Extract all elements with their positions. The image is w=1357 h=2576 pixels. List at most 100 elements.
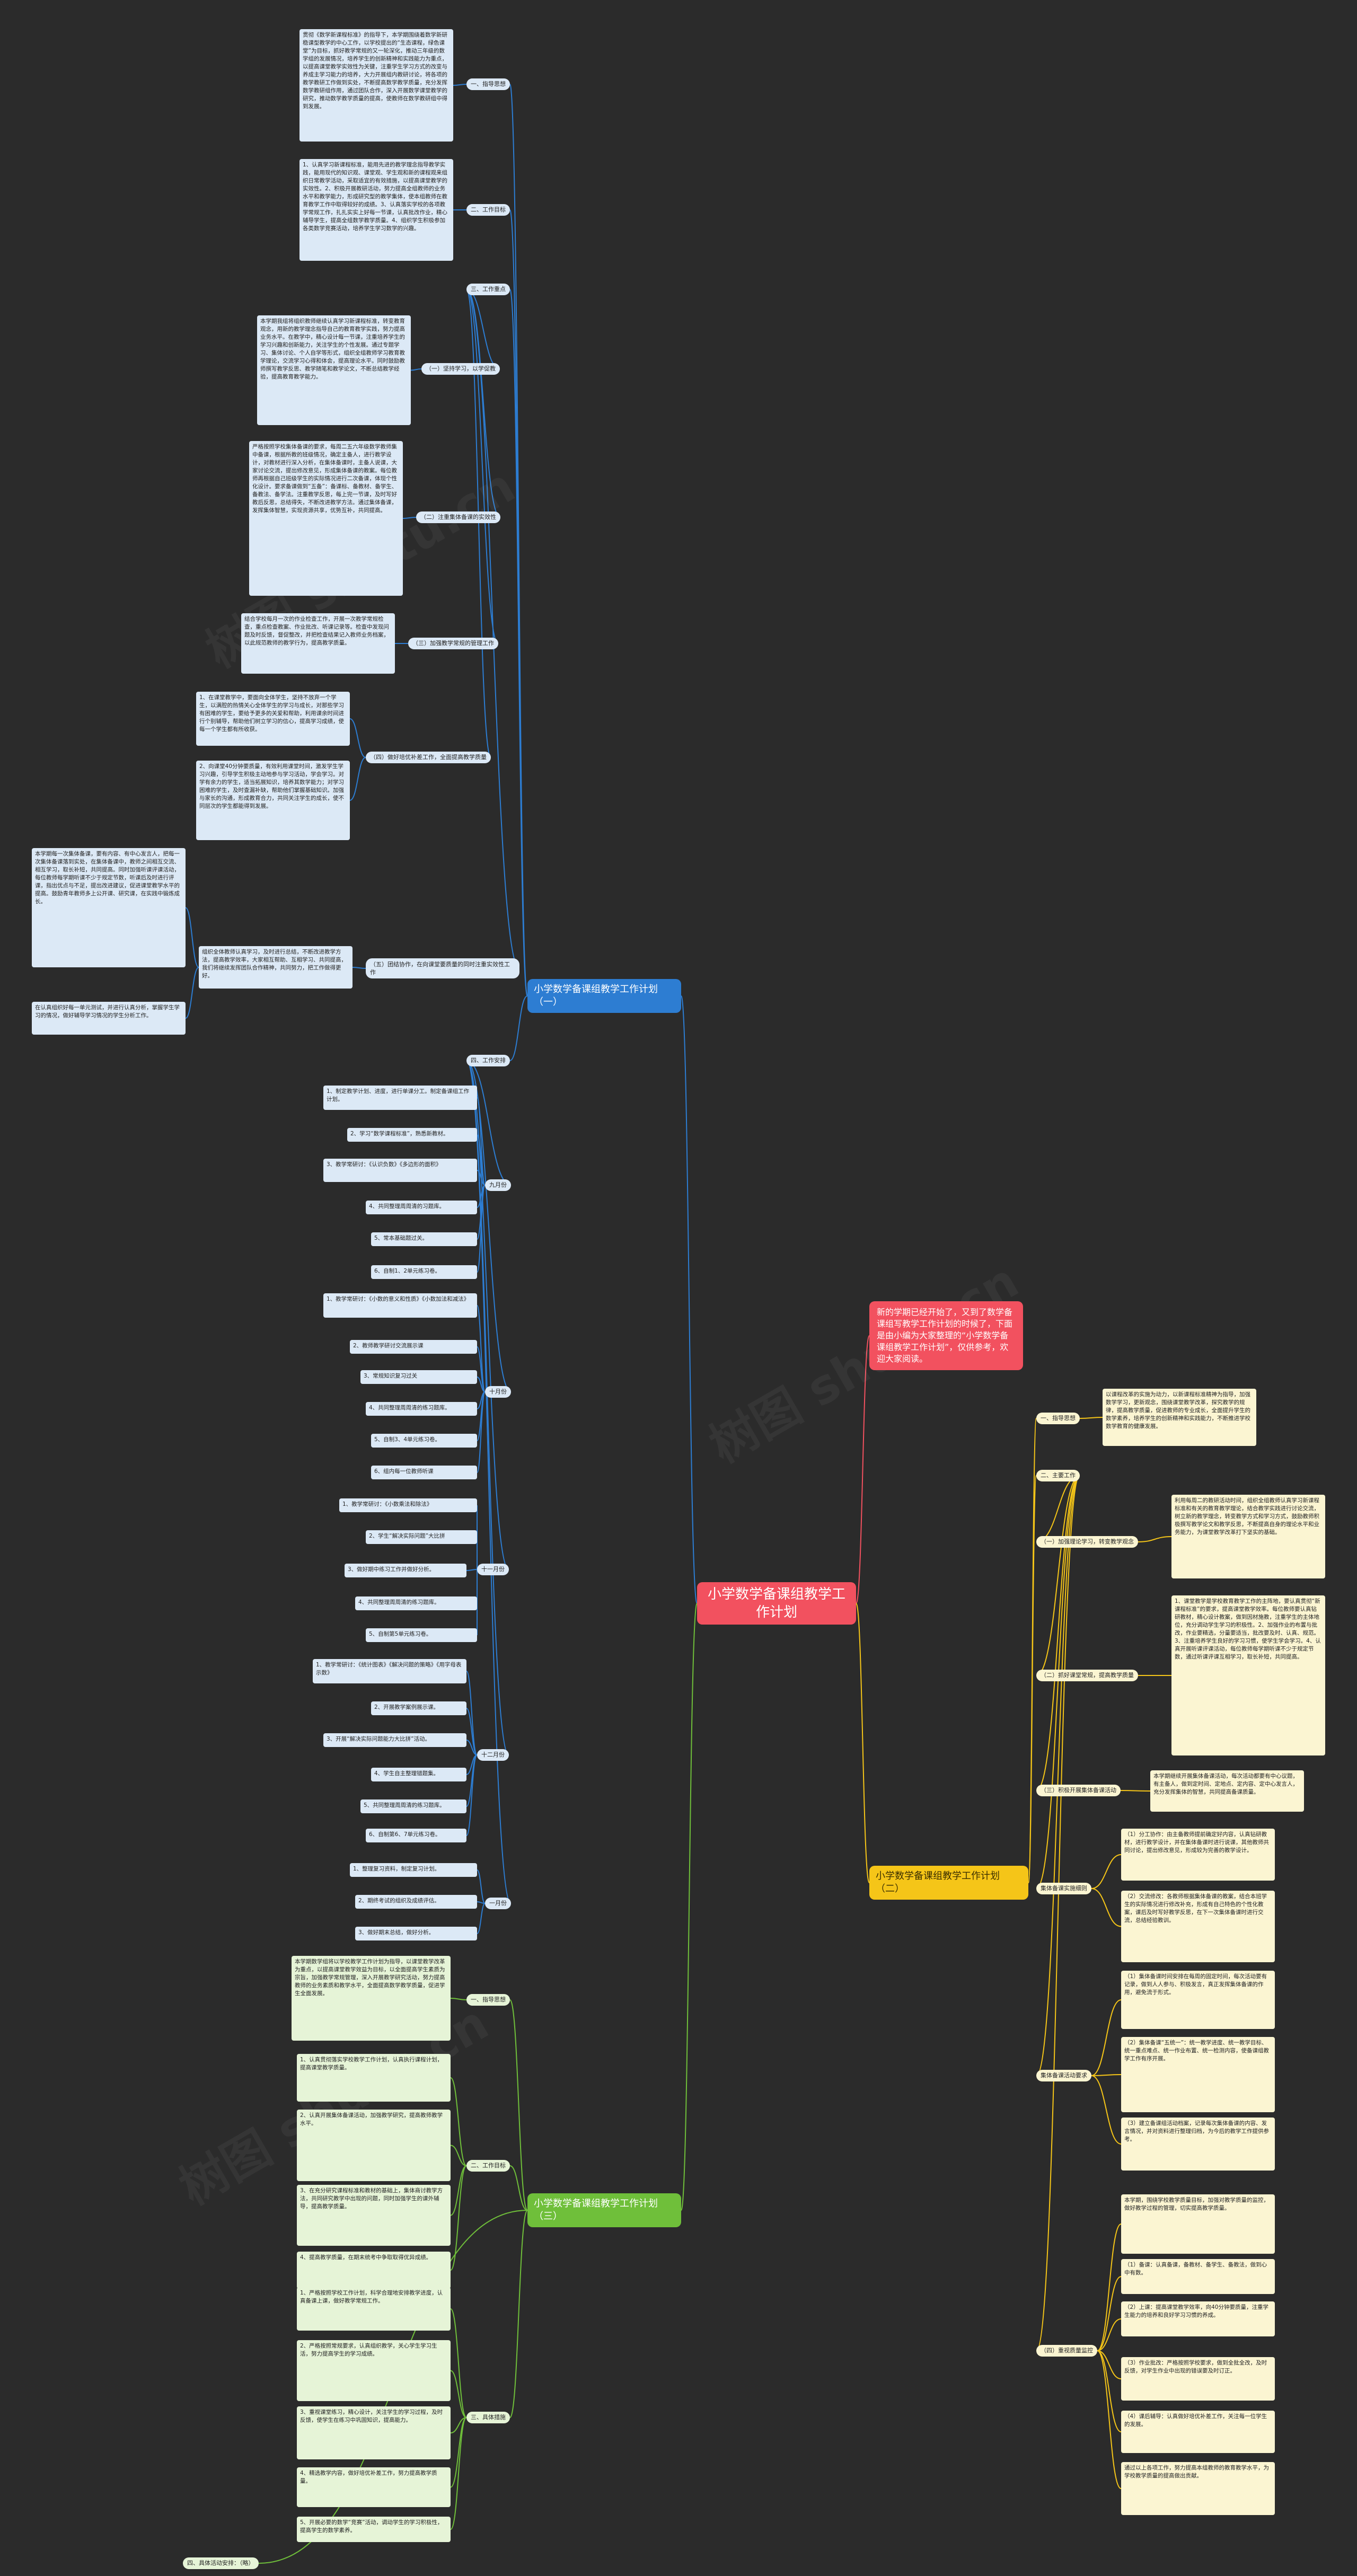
plan3-goal-item: 4、提高教学质量，在期末统考中争取取得优异成绩。 bbox=[297, 2252, 451, 2289]
plan1-month-item: 2、教师教学研讨交流展示课 bbox=[350, 1340, 477, 1354]
plan1-s5-label[interactable]: （五）团结协作，在向课堂要质量的同时注重实效性工作 bbox=[366, 958, 519, 978]
plan2-s6-text-4: （3）作业批改：严格按照学校要求，做到全批全改，及时反馈，对学生作业中出现的错误… bbox=[1121, 2357, 1275, 2401]
plan2-s2-label[interactable]: （二）抓好课堂常规，提高教学质量 bbox=[1036, 1670, 1138, 1681]
plan1-month-item: 3、做好期末总结，做好分析。 bbox=[355, 1927, 477, 1940]
plan3-schedule-label[interactable]: 四、具体活动安排：（略） bbox=[183, 2557, 259, 2569]
plan2-s4-text-1: （1）分工协作：由主备教师提前确定好内容，认真钻研教材，进行教学设计，并在集体备… bbox=[1121, 1829, 1275, 1881]
connector-line bbox=[352, 967, 366, 969]
plan1-schedule-label[interactable]: 四、工作安排 bbox=[466, 1055, 510, 1066]
connector-line bbox=[1091, 1999, 1122, 2076]
plan3-goal-item: 1、认真贯彻落实学校教学工作计划，认真执行课程计划，提高课堂教学质量。 bbox=[297, 2054, 451, 2102]
plan1-s3-label[interactable]: （三）加强教学常规的管理工作 bbox=[408, 638, 498, 649]
plan1-title[interactable]: 小学数学备课组教学工作计划（一） bbox=[527, 979, 681, 1013]
plan1-s1-label[interactable]: （一）坚持学习，以学促教 bbox=[421, 363, 500, 375]
plan3-goal-label[interactable]: 二、工作目标 bbox=[466, 2160, 510, 2172]
connector-line bbox=[1028, 1475, 1037, 1883]
plan3-guiding-text: 本学期数学组将以学校教学工作计划为指导，以课堂教学改革为重点，以提高课堂教学效益… bbox=[292, 1956, 451, 2041]
plan1-s2-text: 严格按照学校集体备课的要求，每周二五六年级数学教师集中备课，根据所教的班级情况，… bbox=[249, 441, 403, 596]
connector-line bbox=[509, 2165, 528, 2211]
connector-line bbox=[466, 1569, 478, 1571]
plan2-title[interactable]: 小学数学备课组教学工作计划（二） bbox=[869, 1866, 1028, 1900]
plan1-month-label-0[interactable]: 九月份 bbox=[485, 1179, 511, 1191]
plan3-title[interactable]: 小学数学备课组教学工作计划（三） bbox=[527, 2193, 681, 2227]
connector-line bbox=[1091, 1888, 1122, 1927]
plan2-s6-text-3: （2）上课：提高课堂教学效率，向40分钟要质量，注重学生能力的培养和良好学习习惯… bbox=[1121, 2301, 1275, 2336]
plan2-s1-text: 利用每周二的教研活动时间，组织全组教师认真学习新课程标准和有关的教育教学理论，结… bbox=[1171, 1495, 1325, 1578]
connector-line bbox=[450, 2370, 467, 2418]
connector-line bbox=[1120, 1790, 1151, 1792]
plan2-s1-label[interactable]: （一）加强理论学习，转变教学观念 bbox=[1036, 1536, 1138, 1548]
connector-line bbox=[1097, 2318, 1122, 2351]
plan2-s4-label[interactable]: 集体备课实施细则 bbox=[1036, 1883, 1091, 1894]
plan1-month-item: 2、开展教学案例展示课。 bbox=[371, 1701, 466, 1715]
plan2-s5-label[interactable]: 集体备课活动要求 bbox=[1036, 2070, 1091, 2081]
plan1-s4-label[interactable]: （四）做好培优补差工作，全面提高教学质量 bbox=[366, 752, 491, 763]
connector-line bbox=[349, 757, 366, 801]
plan3-steps-item: 4、精选教学内容，做好培优补差工作，努力提高教学质量。 bbox=[297, 2467, 451, 2507]
connector-line bbox=[410, 368, 422, 371]
connector-line bbox=[466, 1740, 478, 1755]
plan1-month-item: 2、期终考试的组织及成绩评估。 bbox=[355, 1895, 477, 1909]
connector-line bbox=[1036, 1475, 1080, 2076]
plan1-goal-label[interactable]: 二、工作目标 bbox=[466, 204, 510, 216]
root-topic[interactable]: 小学数学备课组教学工作计划 bbox=[697, 1582, 856, 1625]
plan1-guiding-text: 贯彻《数学新课程标准》的指导下，本学期围绕着数学新研稳课型教学的中心工作，以学校… bbox=[299, 29, 453, 142]
plan2-s6-text-1: 本学期，围绕学校教学质量目标，加强对教学质量的监控，做好教学过程的管理，切实提高… bbox=[1121, 2194, 1275, 2254]
plan1-month-item: 1、整理复习资料，制定复习计划。 bbox=[350, 1863, 477, 1877]
connector-line bbox=[450, 1998, 467, 2000]
connector-line bbox=[509, 1999, 528, 2211]
connector-line bbox=[466, 289, 491, 758]
plan2-s5-text-2: （2）集体备课“五统一”：统一教学进度、统一教学目标、统一重点难点、统一作业布置… bbox=[1121, 2037, 1275, 2112]
plan1-month-label-2[interactable]: 十一月份 bbox=[477, 1564, 509, 1575]
connector-line bbox=[1036, 1475, 1080, 2351]
connector-line bbox=[185, 967, 199, 1019]
plan1-month-item: 5、自制第5单元练习卷。 bbox=[366, 1628, 477, 1642]
connector-line bbox=[1097, 2276, 1122, 2351]
plan1-month-item: 1、教学常研讨：《小数的意义和性质》《小数加法和减法》 bbox=[323, 1293, 477, 1318]
plan1-month-item: 5、共同整理周周清的练习题库。 bbox=[360, 1799, 466, 1813]
plan2-goal-label[interactable]: 二、主要工作 bbox=[1036, 1470, 1080, 1481]
plan3-steps-item: 3、重视课堂练习，精心设计，关注学生的学习过程，及时反馈，使学生在练习中巩固知识… bbox=[297, 2406, 451, 2459]
connector-line bbox=[466, 1060, 512, 1186]
plan1-month-item: 5、自制3、4单元练习卷。 bbox=[371, 1434, 477, 1448]
connector-line bbox=[1036, 1475, 1080, 1889]
connector-line bbox=[466, 1708, 478, 1755]
plan2-s6-text-2: （1）备课：认真备课，备教材、备学生、备教法，做到心中有数。 bbox=[1121, 2259, 1275, 2294]
plan1-focus-label[interactable]: 三、工作重点 bbox=[466, 284, 510, 295]
plan1-s5-text-2: 组织全体教师认真学习，及时进行总结，不断改进教学方法，提高教学效率，大家相互帮助… bbox=[199, 946, 353, 989]
plan1-month-label-1[interactable]: 十月份 bbox=[485, 1386, 511, 1398]
plan1-month-item: 4、共同整理周周清的练习题库。 bbox=[355, 1596, 477, 1610]
connector-line bbox=[466, 1060, 512, 1904]
connector-line bbox=[466, 1671, 478, 1755]
plan2-guiding-label[interactable]: 一、指导思想 bbox=[1036, 1413, 1080, 1424]
plan1-month-label-3[interactable]: 十二月份 bbox=[477, 1749, 509, 1761]
connector-line bbox=[681, 1603, 698, 2211]
plan1-month-label-4[interactable]: 一月份 bbox=[485, 1898, 511, 1909]
connector-line bbox=[1097, 2350, 1122, 2432]
connector-line bbox=[402, 517, 417, 519]
plan2-s6-label[interactable]: （四）重视质量监控 bbox=[1036, 2345, 1097, 2357]
plan2-s4-text-2: （2）交流修改：各教师根据集体备课的教案，结合本班学生的实际情况进行修改补充，形… bbox=[1121, 1891, 1275, 1962]
plan1-month-item: 6、自制1、2单元练习卷。 bbox=[371, 1265, 477, 1279]
plan2-s3-label[interactable]: （三）积极开展集体备课活动 bbox=[1036, 1785, 1121, 1796]
plan1-month-item: 1、教学常研讨：《小数乘法和除法》 bbox=[339, 1498, 477, 1512]
plan1-month-item: 6、自制第6、7单元练习卷。 bbox=[366, 1829, 466, 1842]
connector-line bbox=[1079, 1417, 1103, 1419]
plan2-s2-text: 1、课堂教学是学校教育教学工作的主阵地，要认真贯彻“新课程标准”的要求，提高课堂… bbox=[1171, 1595, 1325, 1755]
plan3-steps-label[interactable]: 三、具体措施 bbox=[466, 2412, 510, 2423]
connector-line bbox=[509, 289, 528, 996]
plan2-s5-text-1: （1）集体备课时间安排在每周的固定时间，每次活动要有记录，做到人人参与、积极发言… bbox=[1121, 1971, 1275, 2029]
plan1-s2-label[interactable]: （二）注重集体备课的实效性 bbox=[416, 511, 500, 523]
intro-note[interactable]: 新的学期已经开始了，又到了数学备课组写教学工作计划的时候了，下面是由小编为大家整… bbox=[869, 1301, 1023, 1370]
plan1-month-item: 6、组内每一位教师听课 bbox=[371, 1466, 477, 1479]
connector-line bbox=[466, 289, 520, 969]
plan1-s4-text-1: 1、在课堂教学中，要面向全体学生，坚持不放弃一个学生，以满腔的热情关心全体学生的… bbox=[196, 692, 350, 746]
connector-line bbox=[1036, 1475, 1080, 1676]
plan1-month-item: 1、教学常研讨：《统计图表》《解决问题的策略》《用字母表示数》 bbox=[313, 1659, 466, 1683]
plan1-month-item: 3、做好期中练习工作并做好分析。 bbox=[345, 1564, 466, 1577]
connector-line bbox=[1091, 2075, 1122, 2145]
plan1-guiding-label[interactable]: 一、指导思想 bbox=[466, 78, 510, 90]
connector-line bbox=[509, 84, 528, 996]
plan3-guiding-label[interactable]: 一、指导思想 bbox=[466, 1994, 510, 2006]
